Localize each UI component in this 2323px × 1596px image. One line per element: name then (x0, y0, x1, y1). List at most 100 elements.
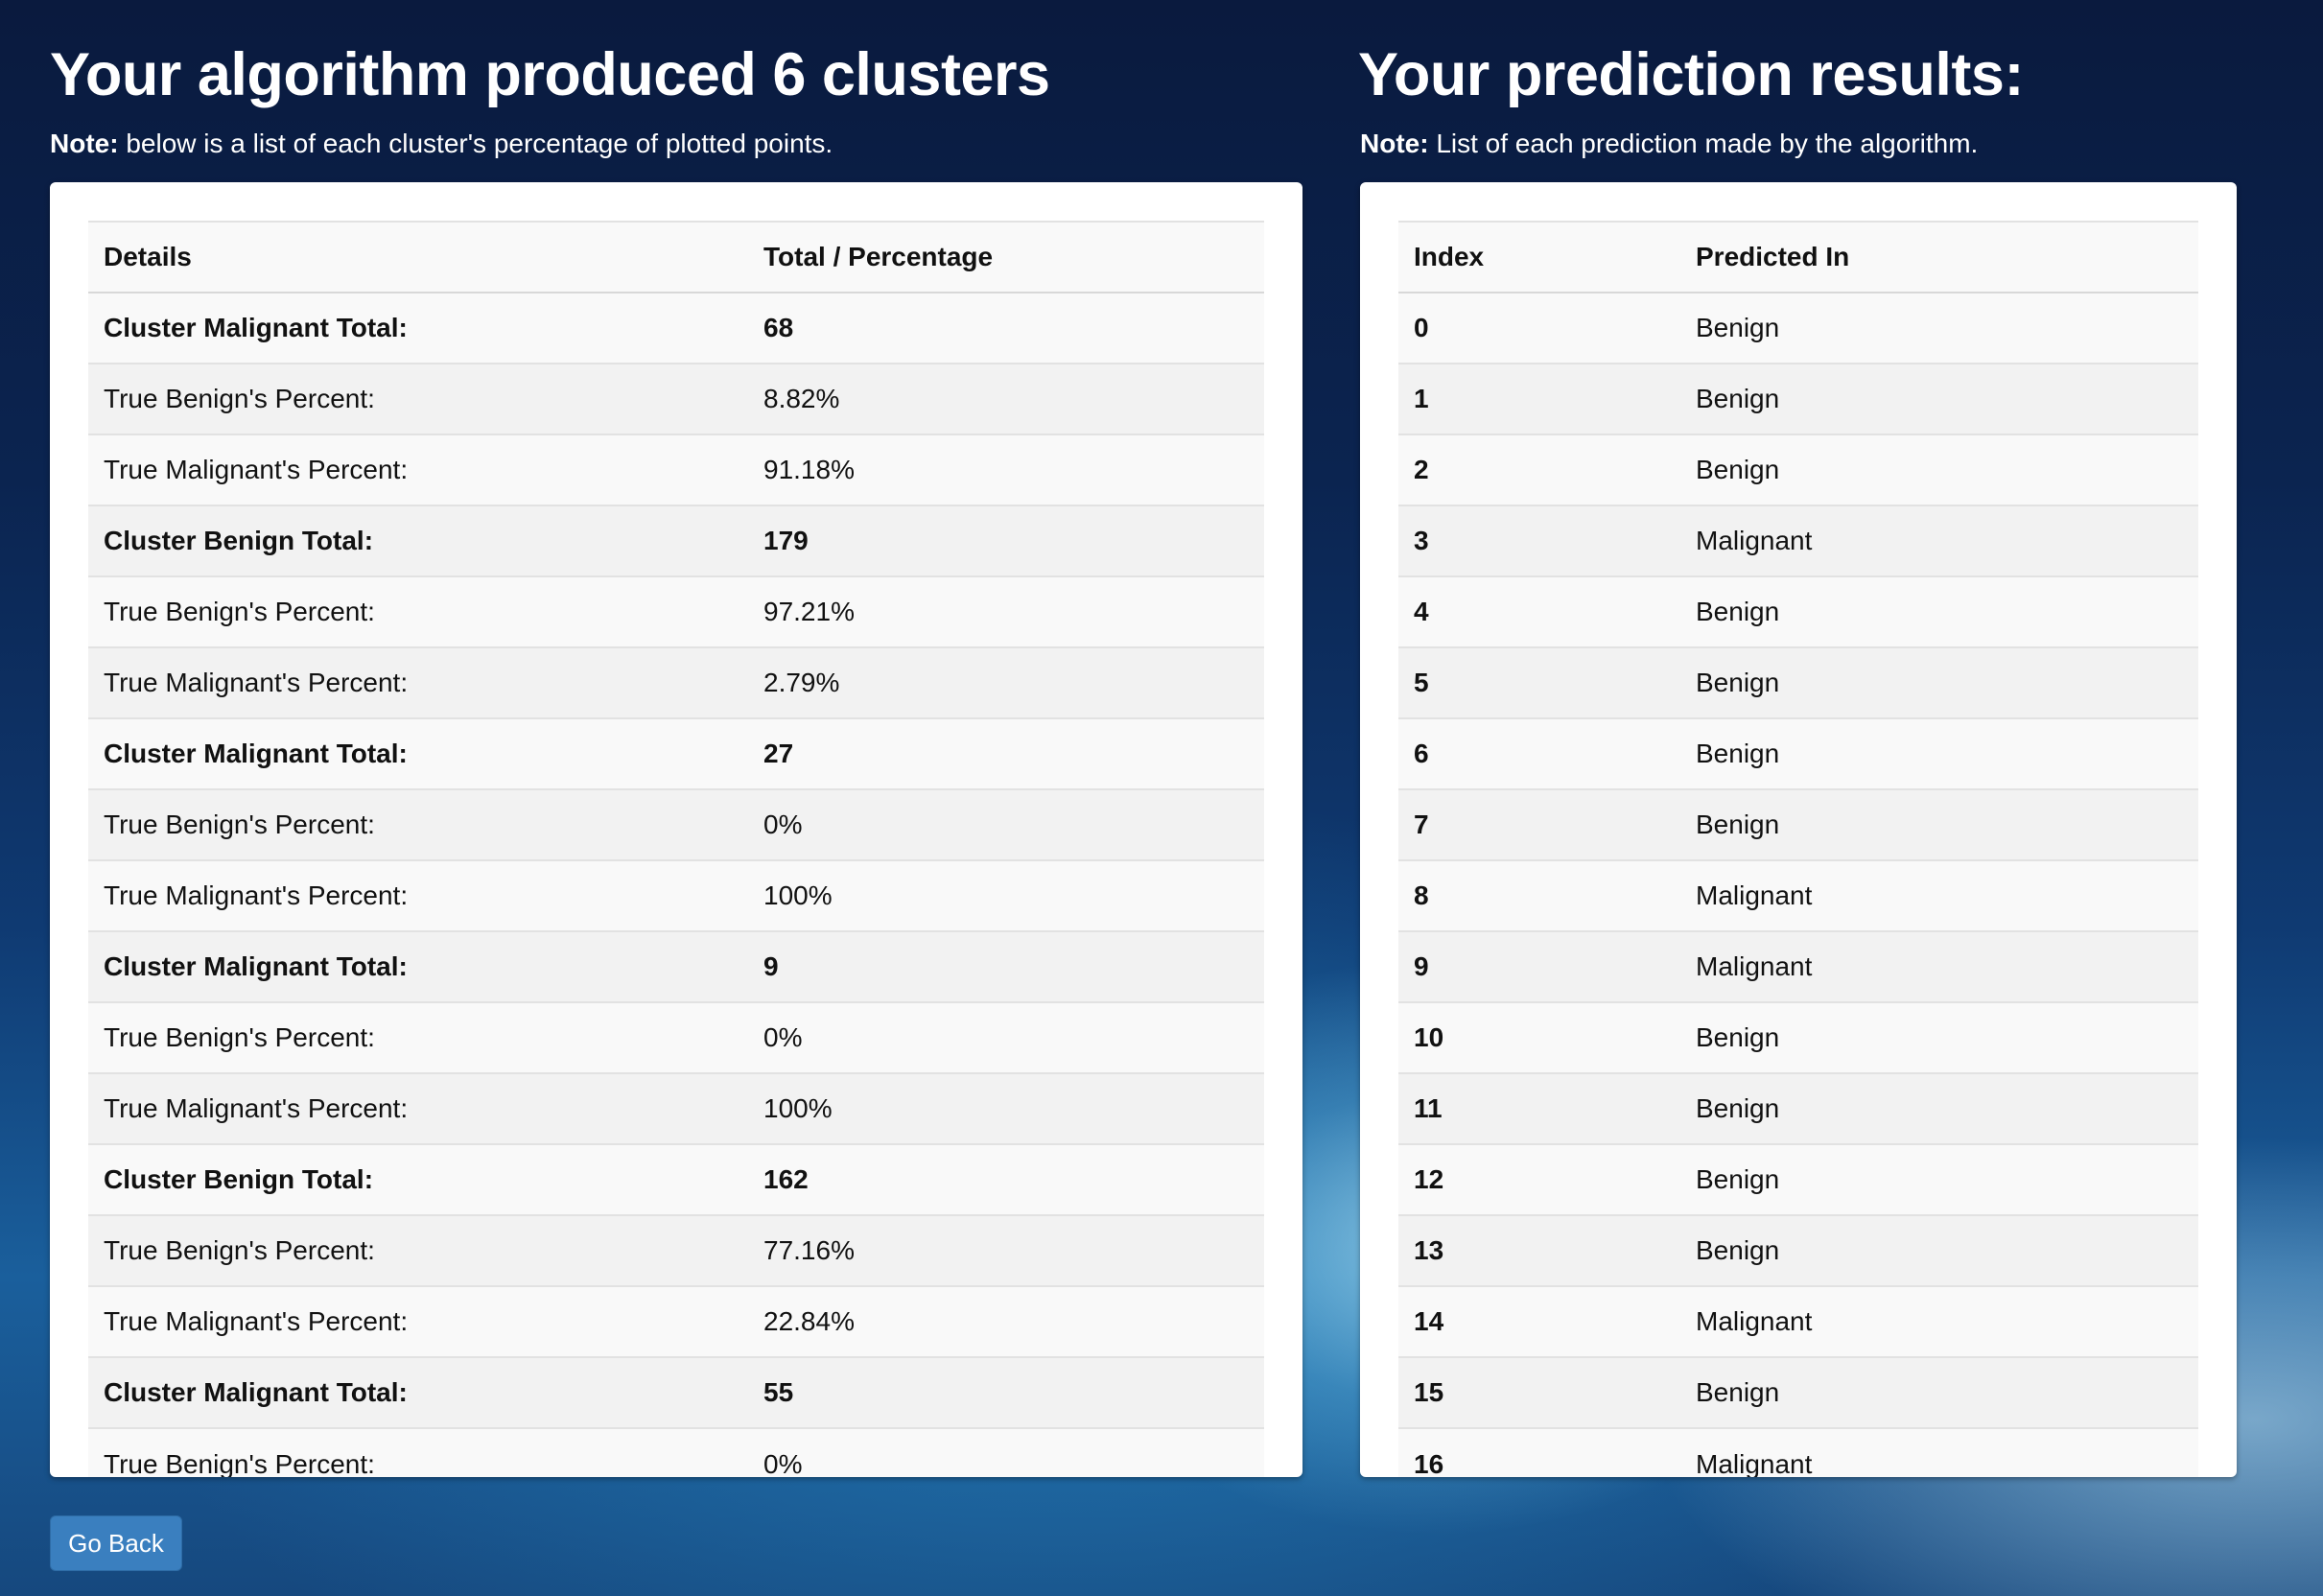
total-percentage-cell: 179 (748, 505, 1264, 576)
column-header-details: Details (88, 221, 748, 293)
table-row: Cluster Malignant Total: 27 (88, 717, 1264, 789)
predicted-in-cell: Benign (1680, 575, 2198, 647)
table-row: True Benign's Percent: 8.82% (88, 363, 1264, 434)
table-row: True Benign's Percent: 0% (88, 1001, 1264, 1073)
total-percentage-cell: 100% (748, 859, 1264, 931)
predictions-note-text: List of each prediction made by the algo… (1428, 129, 1979, 158)
table-row: True Malignant's Percent: 100% (88, 859, 1264, 931)
index-cell: 7 (1398, 788, 1680, 860)
index-cell: 3 (1398, 505, 1680, 576)
index-cell: 16 (1398, 1427, 1680, 1477)
table-row: 7 Benign (1398, 788, 2198, 860)
predicted-in-cell: Malignant (1680, 1427, 2198, 1477)
predicted-in-cell: Benign (1680, 434, 2198, 505)
clusters-table: Details Total / Percentage Cluster Malig… (88, 221, 1264, 1477)
predictions-note: Note: List of each prediction made by th… (1360, 127, 1978, 161)
index-cell: 15 (1398, 1356, 1680, 1428)
table-row: True Malignant's Percent: 91.18% (88, 434, 1264, 505)
total-percentage-cell: 9 (748, 930, 1264, 1002)
predicted-in-cell: Malignant (1680, 1285, 2198, 1357)
index-cell: 14 (1398, 1285, 1680, 1357)
table-row: 14 Malignant (1398, 1285, 2198, 1357)
predicted-in-cell: Malignant (1680, 859, 2198, 931)
table-row: 3 Malignant (1398, 505, 2198, 576)
table-row: True Benign's Percent: 0% (88, 788, 1264, 860)
predictions-table: Index Predicted In 0 Benign 1 Benign 2 Benign… (1398, 221, 2198, 1477)
table-row: 13 Benign (1398, 1214, 2198, 1286)
predictions-table-header: Index Predicted In (1398, 221, 2198, 293)
table-row: 6 Benign (1398, 717, 2198, 789)
go-back-button[interactable]: Go Back (50, 1515, 182, 1571)
column-header-index: Index (1398, 221, 1680, 293)
table-row: True Benign's Percent: 97.21% (88, 575, 1264, 647)
table-row: 8 Malignant (1398, 859, 2198, 931)
clusters-note-text: below is a list of each cluster's percen… (118, 129, 833, 158)
detail-cell: True Benign's Percent: (88, 1214, 748, 1286)
table-row: Cluster Benign Total: 162 (88, 1143, 1264, 1215)
index-cell: 10 (1398, 1001, 1680, 1073)
total-percentage-cell: 0% (748, 1427, 1264, 1477)
predicted-in-cell: Benign (1680, 363, 2198, 434)
predictions-note-label: Note: (1360, 129, 1429, 158)
table-row: 12 Benign (1398, 1143, 2198, 1215)
table-row: 5 Benign (1398, 646, 2198, 718)
detail-cell: True Malignant's Percent: (88, 1285, 748, 1357)
table-row: True Malignant's Percent: 2.79% (88, 646, 1264, 718)
predicted-in-cell: Benign (1680, 292, 2198, 364)
clusters-heading: Your algorithm produced 6 clusters (50, 41, 1050, 108)
table-row: True Malignant's Percent: 100% (88, 1072, 1264, 1144)
index-cell: 9 (1398, 930, 1680, 1002)
predicted-in-cell: Benign (1680, 646, 2198, 718)
table-row: Cluster Malignant Total: 55 (88, 1356, 1264, 1428)
table-row: 1 Benign (1398, 363, 2198, 434)
predictions-heading: Your prediction results: (1358, 41, 2024, 108)
table-row: Cluster Malignant Total: 68 (88, 292, 1264, 364)
table-row: Cluster Malignant Total: 9 (88, 930, 1264, 1002)
detail-cell: True Benign's Percent: (88, 575, 748, 647)
predicted-in-cell: Benign (1680, 1356, 2198, 1428)
predicted-in-cell: Benign (1680, 1214, 2198, 1286)
detail-cell: Cluster Malignant Total: (88, 717, 748, 789)
predicted-in-cell: Malignant (1680, 505, 2198, 576)
total-percentage-cell: 55 (748, 1356, 1264, 1428)
detail-cell: Cluster Malignant Total: (88, 1356, 748, 1428)
table-row: True Benign's Percent: 0% (88, 1427, 1264, 1477)
total-percentage-cell: 91.18% (748, 434, 1264, 505)
total-percentage-cell: 27 (748, 717, 1264, 789)
table-row: True Benign's Percent: 77.16% (88, 1214, 1264, 1286)
table-row: 0 Benign (1398, 292, 2198, 364)
clusters-note-label: Note: (50, 129, 119, 158)
table-row: 15 Benign (1398, 1356, 2198, 1428)
index-cell: 5 (1398, 646, 1680, 718)
total-percentage-cell: 8.82% (748, 363, 1264, 434)
index-cell: 6 (1398, 717, 1680, 789)
table-row: 9 Malignant (1398, 930, 2198, 1002)
column-header-total-percentage: Total / Percentage (748, 221, 1264, 293)
table-row: 2 Benign (1398, 434, 2198, 505)
detail-cell: Cluster Benign Total: (88, 1143, 748, 1215)
detail-cell: True Benign's Percent: (88, 1001, 748, 1073)
predicted-in-cell: Benign (1680, 1072, 2198, 1144)
index-cell: 1 (1398, 363, 1680, 434)
clusters-note: Note: below is a list of each cluster's … (50, 127, 833, 161)
total-percentage-cell: 162 (748, 1143, 1264, 1215)
predictions-panel[interactable]: Index Predicted In 0 Benign 1 Benign 2 Benign… (1360, 182, 2237, 1477)
total-percentage-cell: 68 (748, 292, 1264, 364)
index-cell: 2 (1398, 434, 1680, 505)
predicted-in-cell: Benign (1680, 717, 2198, 789)
table-row: 4 Benign (1398, 575, 2198, 647)
total-percentage-cell: 97.21% (748, 575, 1264, 647)
detail-cell: True Benign's Percent: (88, 788, 748, 860)
predicted-in-cell: Malignant (1680, 930, 2198, 1002)
predicted-in-cell: Benign (1680, 1143, 2198, 1215)
clusters-panel[interactable]: Details Total / Percentage Cluster Malig… (50, 182, 1302, 1477)
total-percentage-cell: 77.16% (748, 1214, 1264, 1286)
detail-cell: True Benign's Percent: (88, 363, 748, 434)
total-percentage-cell: 22.84% (748, 1285, 1264, 1357)
index-cell: 8 (1398, 859, 1680, 931)
index-cell: 4 (1398, 575, 1680, 647)
total-percentage-cell: 2.79% (748, 646, 1264, 718)
column-header-predicted-in: Predicted In (1680, 221, 2198, 293)
table-row: 16 Malignant (1398, 1427, 2198, 1477)
index-cell: 12 (1398, 1143, 1680, 1215)
